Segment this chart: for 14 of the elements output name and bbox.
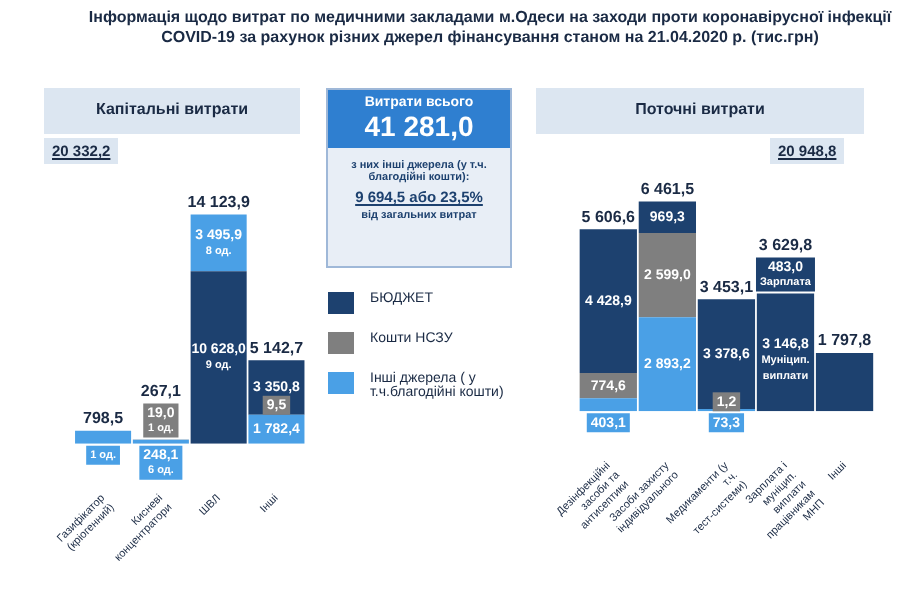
total-label: 6 461,5 xyxy=(640,179,696,198)
total-label: 3 453,1 xyxy=(699,277,755,296)
chart-title: Поточні витрати xyxy=(536,88,864,134)
chart-subtitle: Капітальні витрати xyxy=(44,88,300,134)
bar xyxy=(638,232,697,318)
text: 41 281,0 xyxy=(362,110,476,142)
total-label: 14 123,9 xyxy=(187,192,251,211)
text: Інформація щодо витрат по медичними закладами м.Одеси на заходи проти коронавірусної інфекції COVID-19 за рахунок різних джерел фінансування станом на 21.04.2020 р. (тис.грн) xyxy=(86,8,894,48)
total-label: 798,5 xyxy=(83,409,125,428)
total-label: 1 797,8 xyxy=(817,331,873,350)
total-label: 3 629,8 xyxy=(758,235,814,254)
total-label: 5 142,7 xyxy=(249,338,305,357)
total-label: 5 606,6 xyxy=(581,207,637,226)
total-label: 267,1 xyxy=(140,381,182,400)
